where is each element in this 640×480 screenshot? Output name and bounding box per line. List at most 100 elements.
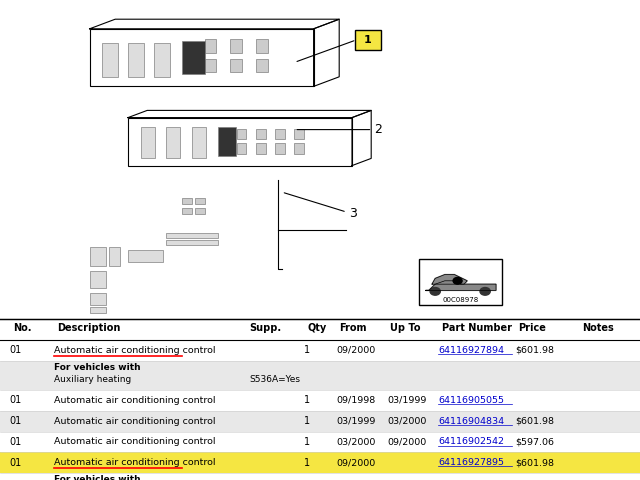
Bar [195, 208, 205, 214]
Text: 03/2000: 03/2000 [336, 437, 376, 446]
Bar [90, 271, 106, 288]
Bar [230, 59, 242, 72]
FancyBboxPatch shape [355, 30, 381, 50]
Bar [275, 143, 285, 154]
Text: Supp.: Supp. [250, 323, 282, 333]
Bar [0, 340, 640, 360]
Text: 01: 01 [10, 437, 22, 447]
Text: Notes: Notes [582, 323, 614, 333]
Bar [256, 59, 268, 72]
Polygon shape [426, 281, 496, 290]
Text: Automatic air conditioning control: Automatic air conditioning control [54, 417, 216, 426]
Circle shape [430, 288, 440, 295]
Bar [109, 247, 120, 266]
Bar [0, 319, 640, 340]
Bar [90, 29, 314, 86]
Text: Up To: Up To [390, 323, 421, 333]
Bar [218, 127, 236, 156]
Text: 64116904834: 64116904834 [438, 417, 504, 426]
Bar [90, 293, 106, 305]
Text: 01: 01 [10, 416, 22, 426]
Bar [141, 127, 155, 158]
Bar [0, 432, 640, 452]
Bar [195, 198, 205, 204]
Bar [419, 259, 502, 305]
Bar [166, 127, 180, 158]
Bar [230, 39, 242, 53]
Text: 03/1999: 03/1999 [387, 396, 427, 405]
Text: 1: 1 [304, 416, 310, 426]
Bar [102, 43, 118, 77]
Text: Automatic air conditioning control: Automatic air conditioning control [54, 437, 216, 446]
Text: 03/2000: 03/2000 [387, 417, 427, 426]
Bar [205, 59, 216, 72]
Text: Automatic air conditioning control: Automatic air conditioning control [54, 458, 216, 467]
Text: Qty: Qty [307, 323, 326, 333]
Bar [128, 43, 144, 77]
Bar [0, 411, 640, 432]
Bar [182, 198, 192, 204]
Text: Price: Price [518, 323, 547, 333]
Text: $601.98: $601.98 [515, 458, 554, 467]
Text: For vehicles with: For vehicles with [54, 475, 141, 480]
Text: Auxiliary heating: Auxiliary heating [54, 375, 132, 384]
Text: Automatic air conditioning control: Automatic air conditioning control [54, 396, 216, 405]
Bar [166, 240, 218, 245]
Text: S536A=Yes: S536A=Yes [250, 375, 301, 384]
Bar [294, 143, 304, 154]
Text: $597.06: $597.06 [515, 437, 554, 446]
Bar [154, 43, 170, 77]
Bar [128, 118, 352, 166]
Bar [90, 307, 106, 313]
Bar [0, 390, 640, 411]
Text: $601.98: $601.98 [515, 417, 554, 426]
Circle shape [480, 288, 490, 295]
Bar [237, 143, 246, 154]
Bar [182, 208, 192, 214]
Text: No.: No. [13, 323, 31, 333]
Bar [166, 233, 218, 238]
Circle shape [453, 277, 462, 284]
Bar [90, 247, 106, 266]
Text: 1: 1 [364, 35, 372, 45]
Text: 01: 01 [10, 396, 22, 406]
Bar [256, 39, 268, 53]
Text: Part Number: Part Number [442, 323, 511, 333]
Text: 64116905055: 64116905055 [438, 396, 504, 405]
Text: 09/2000: 09/2000 [387, 437, 426, 446]
Bar [205, 39, 216, 53]
Text: 2: 2 [374, 123, 382, 136]
Text: 09/1998: 09/1998 [336, 396, 375, 405]
Text: 09/2000: 09/2000 [336, 458, 375, 467]
Text: Description: Description [58, 323, 121, 333]
Bar [0, 360, 640, 390]
Text: $601.98: $601.98 [515, 346, 554, 355]
Text: 1: 1 [304, 437, 310, 447]
Text: 3: 3 [349, 207, 356, 220]
Bar [128, 250, 163, 262]
Polygon shape [432, 275, 467, 284]
Text: 1: 1 [304, 457, 310, 468]
Bar [0, 452, 640, 473]
Text: 03/1999: 03/1999 [336, 417, 376, 426]
Text: 01: 01 [10, 345, 22, 355]
Bar [275, 129, 285, 139]
Text: 01: 01 [10, 457, 22, 468]
Text: 64116902542: 64116902542 [438, 437, 504, 446]
Text: From: From [339, 323, 367, 333]
Text: 64116927894: 64116927894 [438, 346, 504, 355]
Text: 64116927895: 64116927895 [438, 458, 504, 467]
Bar [182, 41, 205, 74]
Bar [0, 473, 640, 480]
Text: 1: 1 [304, 396, 310, 406]
Text: Automatic air conditioning control: Automatic air conditioning control [54, 346, 216, 355]
Bar [256, 129, 266, 139]
Text: For vehicles with: For vehicles with [54, 362, 141, 372]
Text: 00C08978: 00C08978 [443, 298, 479, 303]
Bar [237, 129, 246, 139]
Bar [256, 143, 266, 154]
Bar [294, 129, 304, 139]
Text: 1: 1 [304, 345, 310, 355]
Bar [0, 0, 640, 319]
Bar [192, 127, 206, 158]
